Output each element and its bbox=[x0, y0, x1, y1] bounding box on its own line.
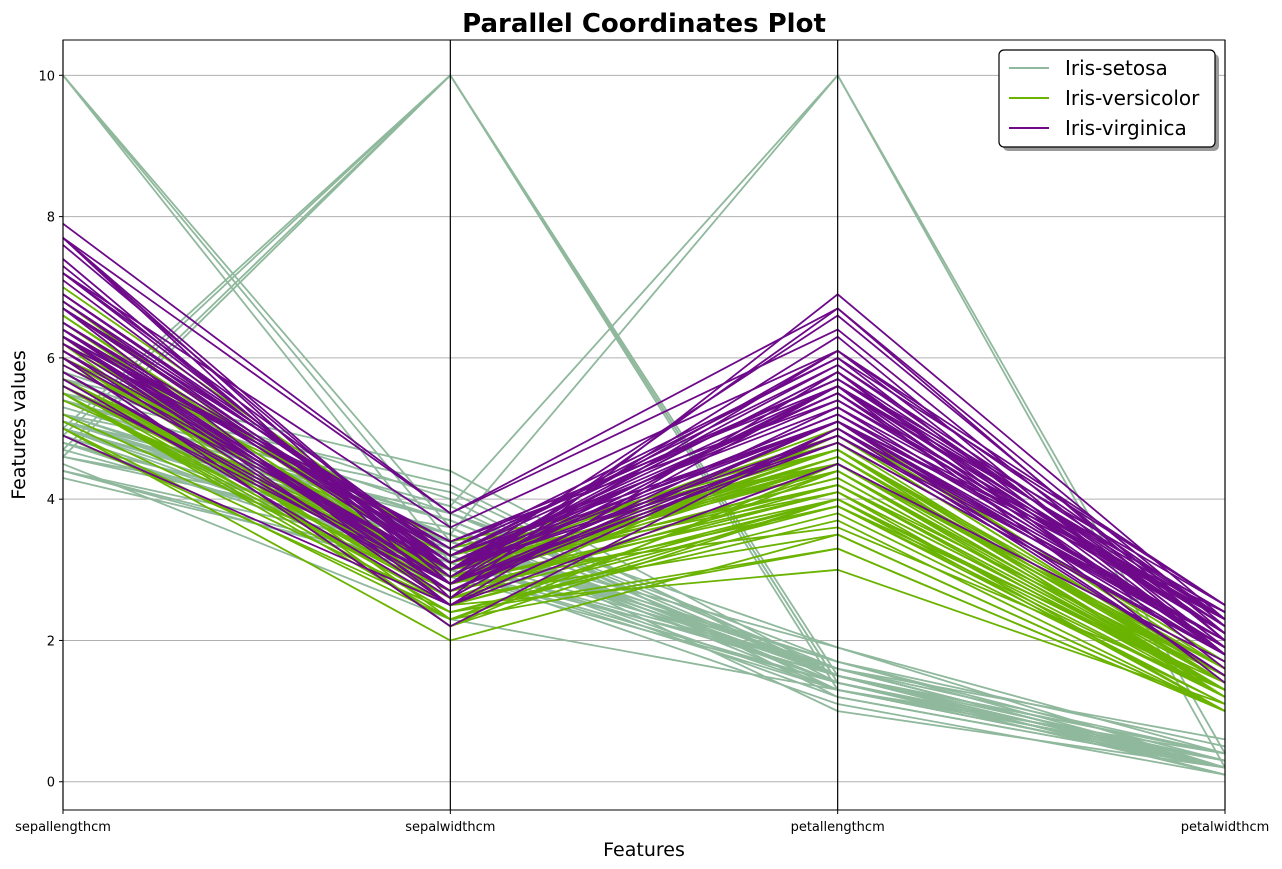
data-line bbox=[62, 307, 1226, 606]
x-tick-label: petallengthcm bbox=[791, 820, 885, 835]
data-line bbox=[62, 364, 1226, 656]
data-line bbox=[62, 328, 1226, 628]
y-tick-label: 10 bbox=[38, 69, 55, 84]
x-tick-label: petalwidthcm bbox=[1181, 820, 1270, 835]
data-line bbox=[62, 434, 1226, 663]
y-tick-label: 6 bbox=[47, 352, 55, 367]
data-line bbox=[62, 237, 1226, 642]
y-ticks: 0 2 4 6 8 10 bbox=[38, 69, 63, 791]
x-axis-label: Features bbox=[603, 839, 685, 861]
y-tick-label: 0 bbox=[47, 776, 55, 791]
plot-frame bbox=[62, 39, 1226, 811]
data-line bbox=[62, 342, 1226, 621]
data-line bbox=[62, 427, 1226, 712]
data-line bbox=[62, 392, 1226, 691]
y-tick-label: 8 bbox=[47, 211, 55, 226]
data-line bbox=[62, 463, 1226, 762]
legend-label: Iris-setosa bbox=[1065, 56, 1168, 80]
data-line bbox=[62, 371, 1226, 649]
data-line bbox=[62, 420, 1226, 705]
x-tick-label: sepalwidthcm bbox=[405, 820, 495, 835]
legend-label: Iris-virginica bbox=[1065, 116, 1187, 140]
data-line bbox=[62, 307, 1226, 613]
y-axis-label: Features values bbox=[8, 350, 30, 500]
x-ticks: sepallengthcm sepalwidthcm petallengthcm pe… bbox=[15, 810, 1269, 835]
legend-box bbox=[998, 49, 1216, 148]
chart-title: Parallel Coordinates Plot bbox=[462, 9, 826, 39]
y-tick-label: 2 bbox=[47, 634, 55, 649]
data-line bbox=[62, 357, 1226, 677]
legend: Iris-setosa Iris-versicolor Iris-virginica bbox=[998, 49, 1219, 151]
data-lines bbox=[62, 73, 1226, 776]
y-tick-label: 4 bbox=[47, 493, 55, 508]
data-line bbox=[62, 237, 1226, 627]
data-line bbox=[62, 300, 1226, 621]
data-line bbox=[62, 272, 1226, 606]
x-tick-label: sepallengthcm bbox=[15, 820, 111, 835]
series-iris-setosa bbox=[62, 73, 1226, 776]
legend-label: Iris-versicolor bbox=[1065, 86, 1200, 110]
data-line bbox=[62, 321, 1226, 642]
data-line bbox=[62, 392, 1226, 712]
series-iris-virginica bbox=[62, 222, 1226, 684]
